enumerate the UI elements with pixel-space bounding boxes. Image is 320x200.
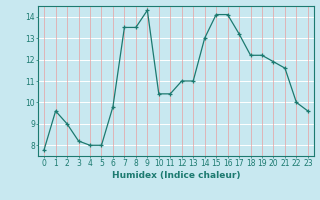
X-axis label: Humidex (Indice chaleur): Humidex (Indice chaleur) xyxy=(112,171,240,180)
